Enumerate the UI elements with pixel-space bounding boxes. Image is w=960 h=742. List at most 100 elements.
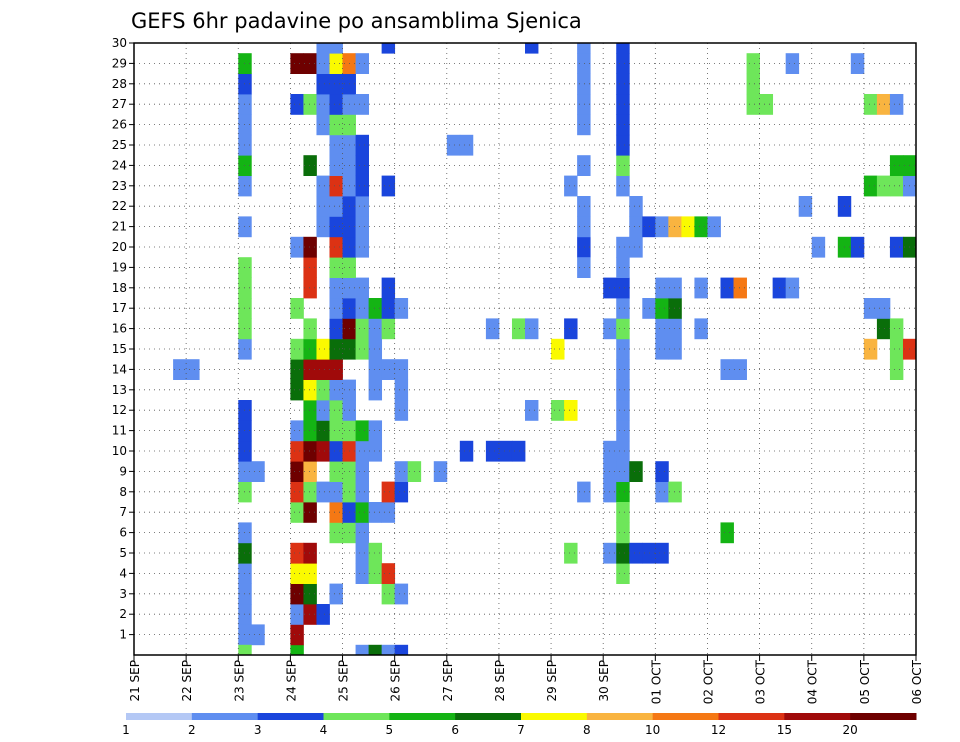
y-tick-label: 15 [112,342,127,356]
heatmap-cell [355,542,369,564]
y-tick-label: 22 [112,199,127,213]
heatmap-cell [485,318,500,340]
heatmap-cell [355,563,369,584]
colorbar-swatch [389,713,456,720]
heatmap-cell [889,338,904,360]
heatmap-cell [381,175,396,197]
heatmap-cell [394,359,409,380]
colorbar-label: 7 [517,723,525,737]
heatmap-cell [303,604,317,625]
heatmap-cell [746,53,760,74]
heatmap-cell [889,175,904,197]
heatmap-cell [355,298,369,319]
heatmap-cell [850,53,865,74]
colorbar: 1 2 3 4 5 6 7 8 10 12 15 20 [122,713,917,737]
heatmap-cell [668,298,682,319]
heatmap-cell [381,43,396,54]
y-tick-label: 8 [119,485,127,499]
heatmap-cell [290,420,304,442]
heatmap-cell [329,481,343,503]
x-tick-label: 23 SEP [232,660,246,702]
heatmap-cell [329,298,343,319]
heatmap-cell [394,461,409,482]
y-tick-label: 18 [112,281,127,295]
heatmap-cell [355,481,369,503]
heatmap-cell [720,277,734,299]
heatmap-cell [551,338,565,360]
heatmap-cell [394,400,409,421]
heatmap-cell [889,94,904,115]
heatmap-cell [355,420,369,442]
heatmap-cell [355,94,369,115]
heatmap-cell [511,318,526,340]
heatmap-cell [616,461,630,482]
heatmap-cell [290,298,304,319]
colorbar-label: 8 [583,723,591,737]
heatmap-cell [290,542,304,564]
heatmap-cell [616,542,630,564]
x-tick-label: 03 OCT [754,659,768,704]
y-tick-label: 7 [119,505,127,519]
colorbar-label: 12 [711,723,726,737]
heatmap-cell [381,502,396,523]
heatmap-cell [629,236,643,258]
y-tick-label: 16 [112,322,127,336]
heatmap-cell [355,338,369,360]
heatmap-cell [290,440,304,462]
heatmap-cell [329,53,343,74]
heatmap-cell [498,440,513,462]
heatmap-cell [368,359,383,380]
heatmap-cell [329,420,343,442]
heatmap-cell [329,583,343,605]
y-tick-label: 4 [119,566,127,580]
heatmap-cell [290,338,304,360]
heatmap-cell [616,318,630,340]
heatmap-cell [316,43,330,54]
colorbar-swatch [257,713,324,720]
y-tick-label: 14 [112,362,127,376]
x-tick-label: 26 SEP [389,660,403,702]
heatmap-cell [316,216,330,238]
heatmap-cell [876,318,891,340]
y-tick-label: 12 [112,403,127,417]
heatmap-cell [668,216,682,238]
plot-cells [173,43,917,656]
heatmap-cell [876,175,891,197]
heatmap-cell [355,644,369,656]
colorbar-swatch [455,713,522,720]
heatmap-cell [668,318,682,340]
heatmap-cell [329,338,343,360]
heatmap-cell [355,53,369,74]
heatmap-cell [290,461,304,482]
heatmap-cell [303,420,317,442]
chart-title: GEFS 6hr padavine po ansamblima Sjenica [131,9,582,33]
heatmap-cell [290,236,304,258]
heatmap-cell [238,644,252,656]
heatmap-cell [316,73,330,95]
heatmap-cell [303,277,317,299]
heatmap-cell [329,216,343,238]
heatmap-cell [655,318,669,340]
x-tick-label: 05 OCT [858,659,872,704]
heatmap-cell [368,542,383,564]
y-tick-label: 21 [112,220,127,234]
heatmap-cell [564,400,578,421]
heatmap-cell [303,53,317,74]
heatmap-cell [381,298,396,319]
heatmap-cell [316,338,330,360]
heatmap-cell [316,114,330,136]
heatmap-cell [355,216,369,238]
heatmap-cell [616,277,630,299]
heatmap-cell [303,502,317,523]
heatmap-cell [394,298,409,319]
heatmap-cell [629,216,643,238]
heatmap-cell [394,481,409,503]
heatmap-cell [681,216,695,238]
heatmap-cell [329,114,343,136]
heatmap-cell [290,94,304,115]
heatmap-cell [616,338,630,360]
y-tick-label: 2 [119,607,127,621]
heatmap-cell [316,175,330,197]
heatmap-cell [381,318,396,340]
